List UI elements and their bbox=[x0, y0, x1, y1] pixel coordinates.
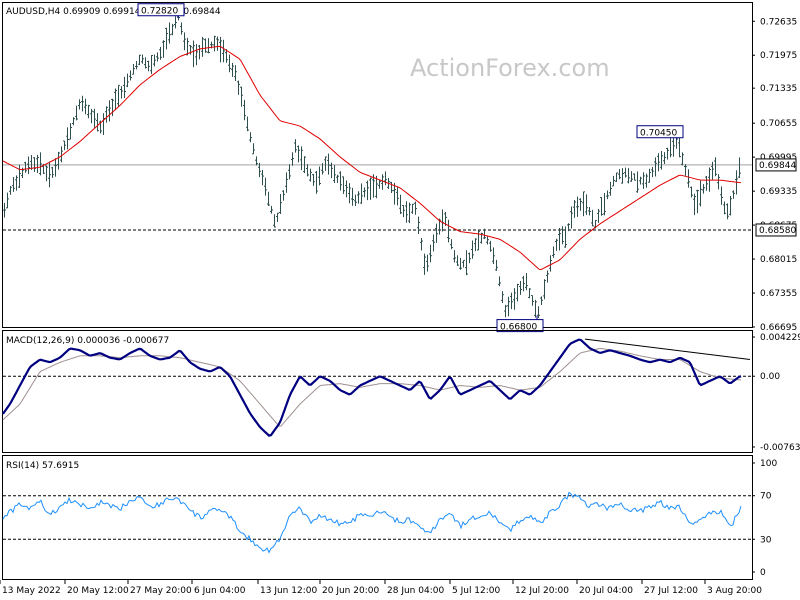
y-tick-label: 0.69995 bbox=[760, 153, 797, 163]
x-tick-label: 13 Jun 12:00 bbox=[260, 586, 317, 596]
macd-header: MACD(12,26,9) 0.000036 -0.000677 bbox=[6, 336, 169, 346]
y-tick-label: 100 bbox=[760, 459, 777, 469]
y-tick-label: 0 bbox=[760, 568, 766, 578]
macd-trendline bbox=[584, 338, 751, 361]
x-tick-label: 20 May 12:00 bbox=[67, 586, 129, 596]
watermark: ActionForex.com bbox=[410, 54, 610, 82]
x-tick-label: 20 Jun 20:00 bbox=[322, 586, 379, 596]
annotation-label: 0.72820 bbox=[141, 7, 178, 17]
rsi-plot bbox=[2, 491, 752, 554]
annotation-box bbox=[137, 3, 185, 17]
rsi-line bbox=[2, 491, 742, 554]
x-tick-label: 12 Jul 20:00 bbox=[515, 586, 569, 596]
y-tick-label: 0.70655 bbox=[760, 119, 797, 129]
x-tick-label: 13 May 2022 bbox=[2, 586, 61, 596]
x-tick-label: 3 Aug 20:00 bbox=[707, 586, 762, 596]
y-tick-label: 0.68015 bbox=[760, 255, 797, 265]
price-axis: 0.72635 0.71975 0.71335 0.70655 0.69995 0.693… bbox=[752, 17, 797, 333]
x-tick-label: 6 Jun 04:00 bbox=[194, 586, 246, 596]
y-tick-label: 0.66695 bbox=[760, 323, 797, 333]
y-tick-label: 0.69335 bbox=[760, 187, 797, 197]
support-level-tag bbox=[755, 223, 797, 237]
macd-signal-line bbox=[2, 347, 742, 427]
x-tick-label: 20 Jul 04:00 bbox=[579, 586, 633, 596]
y-tick-label: 0.004229 bbox=[760, 333, 800, 343]
current-price-tag bbox=[755, 158, 797, 172]
y-tick-label: 0.72635 bbox=[760, 17, 797, 27]
price-panel: AUDUSD,H4 0.69909 0.69914 0.69842 0.6984… bbox=[2, 2, 797, 333]
x-tick-label: 28 Jun 04:00 bbox=[387, 586, 444, 596]
price-header: AUDUSD,H4 0.69909 0.69914 0.69842 0.6984… bbox=[6, 7, 221, 17]
current-price-label: 0.69844 bbox=[759, 161, 796, 171]
support-level-label: 0.68580 bbox=[759, 226, 796, 236]
annotation-box bbox=[496, 319, 544, 333]
annotation-label: 0.66800 bbox=[500, 323, 537, 333]
y-tick-label: 0.71335 bbox=[760, 84, 797, 94]
y-tick-label: 0.67355 bbox=[760, 289, 797, 299]
annotation-label: 0.70450 bbox=[640, 129, 677, 139]
price-panel-frame bbox=[2, 2, 753, 328]
macd-panel-frame bbox=[2, 330, 753, 453]
y-tick-label: 0.71975 bbox=[760, 51, 797, 61]
rsi-panel-frame bbox=[2, 455, 753, 580]
annotation-box bbox=[636, 125, 684, 139]
moving-average-line bbox=[2, 45, 742, 271]
rsi-header: RSI(14) 57.6915 bbox=[6, 461, 79, 471]
x-tick-label: 27 Jul 12:00 bbox=[644, 586, 698, 596]
macd-panel: MACD(12,26,9) 0.000036 -0.000677 0.00422… bbox=[2, 330, 800, 453]
y-tick-label: 30 bbox=[760, 535, 772, 545]
time-axis: 13 May 2022 20 May 12:00 27 May 20:00 6 Jun… bbox=[0, 580, 762, 596]
y-tick-label: -0.007633 bbox=[760, 443, 800, 453]
x-tick-label: 27 May 20:00 bbox=[130, 586, 192, 596]
rsi-axis: 100 70 30 0 bbox=[752, 459, 777, 578]
moving-average bbox=[2, 45, 742, 271]
price-annotations: 0.72820 0.70450 0.66800 bbox=[137, 3, 684, 333]
y-tick-label: 70 bbox=[760, 492, 772, 502]
macd-plot bbox=[2, 338, 752, 437]
rsi-panel: RSI(14) 57.6915 100 70 30 0 bbox=[2, 455, 777, 580]
y-tick-label: 0.00 bbox=[760, 372, 780, 382]
price-reference-lines bbox=[3, 164, 752, 231]
macd-axis: 0.004229 0.00 -0.007633 bbox=[752, 333, 800, 453]
macd-line bbox=[2, 338, 742, 437]
x-tick-label: 5 Jul 12:00 bbox=[452, 586, 501, 596]
